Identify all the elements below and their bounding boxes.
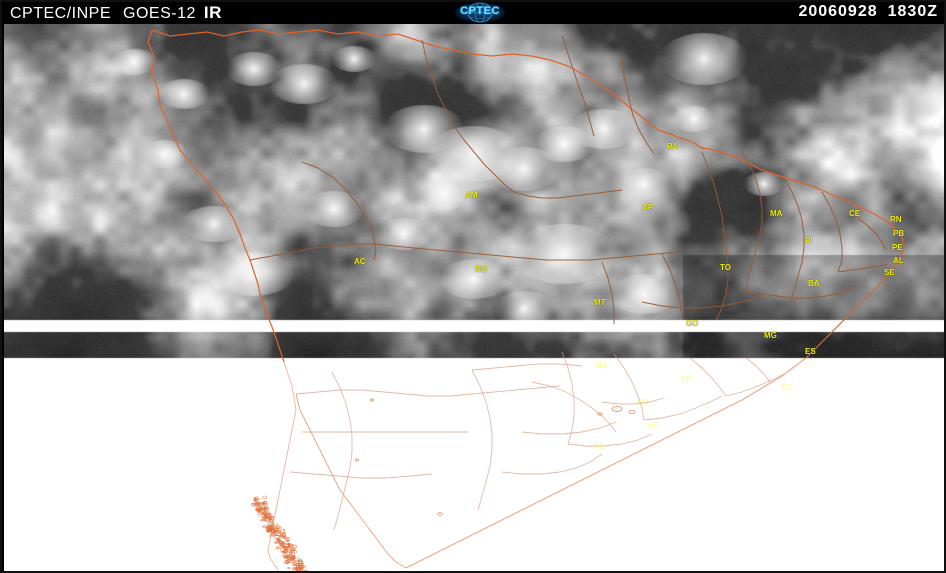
state-label-es: ES bbox=[805, 347, 816, 356]
state-label-ba: BA bbox=[808, 279, 820, 288]
map-vector bbox=[471, 363, 583, 371]
state-label-sp: SP bbox=[681, 375, 692, 384]
logo-label: CPTEC bbox=[460, 5, 500, 17]
map-vector bbox=[421, 39, 515, 193]
map-vector bbox=[661, 253, 683, 317]
map-vector bbox=[521, 421, 617, 435]
state-label-go: GO bbox=[686, 319, 699, 328]
globe-icon bbox=[455, 2, 505, 23]
state-label-mg: MG bbox=[764, 331, 777, 340]
state-label-pr: PR bbox=[637, 398, 649, 407]
timestamp-date: 20060928 bbox=[798, 3, 878, 20]
island-outline bbox=[628, 409, 636, 415]
map-vector bbox=[531, 381, 617, 433]
state-label-pb: PB bbox=[893, 229, 905, 238]
state-label-ap: AP bbox=[642, 203, 654, 212]
island-outline bbox=[369, 398, 375, 402]
state-label-rn: RN bbox=[890, 215, 902, 224]
map-vector bbox=[725, 373, 785, 397]
map-vector bbox=[701, 151, 729, 321]
map-vector bbox=[805, 245, 905, 359]
map-vector bbox=[621, 57, 655, 155]
state-label-ac: AC bbox=[354, 257, 366, 266]
map-vector bbox=[745, 357, 771, 383]
map-vector bbox=[821, 191, 843, 273]
cptec-globe-logo: CPTEC bbox=[454, 2, 506, 23]
map-vector bbox=[601, 261, 615, 324]
map-vector bbox=[301, 161, 377, 261]
state-label-pa: PA bbox=[667, 142, 678, 151]
state-label-am: AM bbox=[465, 191, 478, 200]
map-vector bbox=[601, 397, 665, 405]
map-vector bbox=[471, 369, 493, 511]
state-label-pe: PE bbox=[892, 243, 903, 252]
state-label-sc: SC bbox=[648, 421, 660, 430]
map-vector bbox=[513, 189, 623, 199]
map-vector bbox=[561, 351, 575, 445]
timestamp-time: 1830Z bbox=[887, 3, 938, 20]
island-outline bbox=[611, 406, 623, 412]
header-agency-satellite: CPTEC/INPE bbox=[10, 5, 112, 22]
map-vector bbox=[295, 393, 407, 569]
header-satellite: GOES-12 bbox=[123, 5, 196, 22]
map-vector bbox=[331, 371, 353, 531]
map-vector bbox=[689, 357, 727, 397]
state-label-ms: MS bbox=[595, 361, 607, 370]
state-label-pi: PI bbox=[805, 236, 813, 245]
map-vector bbox=[561, 35, 595, 137]
state-label-to: TO bbox=[720, 263, 731, 272]
map-vector bbox=[741, 151, 763, 293]
image-header-bar: CPTEC/INPE GOES-12 IR CPTEC bbox=[2, 2, 944, 24]
map-vector bbox=[405, 357, 807, 569]
state-label-se: SE bbox=[884, 268, 895, 277]
coastline-and-border-overlay bbox=[147, 29, 905, 571]
island-outline bbox=[597, 412, 603, 416]
map-vector bbox=[295, 385, 561, 397]
state-label-mt: MT bbox=[594, 298, 606, 307]
map-vector bbox=[249, 243, 679, 261]
map-vector bbox=[643, 395, 723, 421]
map-vector bbox=[657, 129, 905, 247]
map-vector bbox=[641, 297, 761, 309]
map-vector bbox=[837, 263, 889, 273]
state-label-ro: RO bbox=[475, 265, 487, 274]
fjord-archipelago bbox=[251, 495, 309, 571]
map-vector bbox=[857, 217, 887, 251]
state-label-rs: RS bbox=[594, 442, 606, 451]
map-vector bbox=[567, 433, 653, 447]
island-outline bbox=[354, 458, 360, 462]
map-vector bbox=[783, 177, 805, 305]
map-vector bbox=[613, 353, 645, 421]
map-vector bbox=[289, 471, 433, 479]
map-vector bbox=[267, 361, 297, 571]
island-outline bbox=[437, 512, 443, 516]
map-vector bbox=[501, 453, 603, 475]
header-title: CPTEC/INPE GOES-12 IR bbox=[10, 3, 222, 23]
map-vector bbox=[151, 29, 659, 131]
state-label-al: AL bbox=[893, 256, 904, 265]
state-label-ce: CE bbox=[849, 209, 861, 218]
state-label-rj: RJ bbox=[782, 383, 793, 392]
state-label-ma: MA bbox=[770, 209, 783, 218]
image-timestamp: 20060928 1830Z bbox=[798, 3, 938, 21]
map-vector bbox=[745, 285, 857, 299]
header-channel: IR bbox=[203, 3, 222, 22]
map-vector bbox=[147, 29, 285, 363]
satellite-image-canvas: AM AC RO PA AP MA CE RN PB PE AL SE PI TO BA MT GO MG ES MS… bbox=[4, 24, 944, 571]
